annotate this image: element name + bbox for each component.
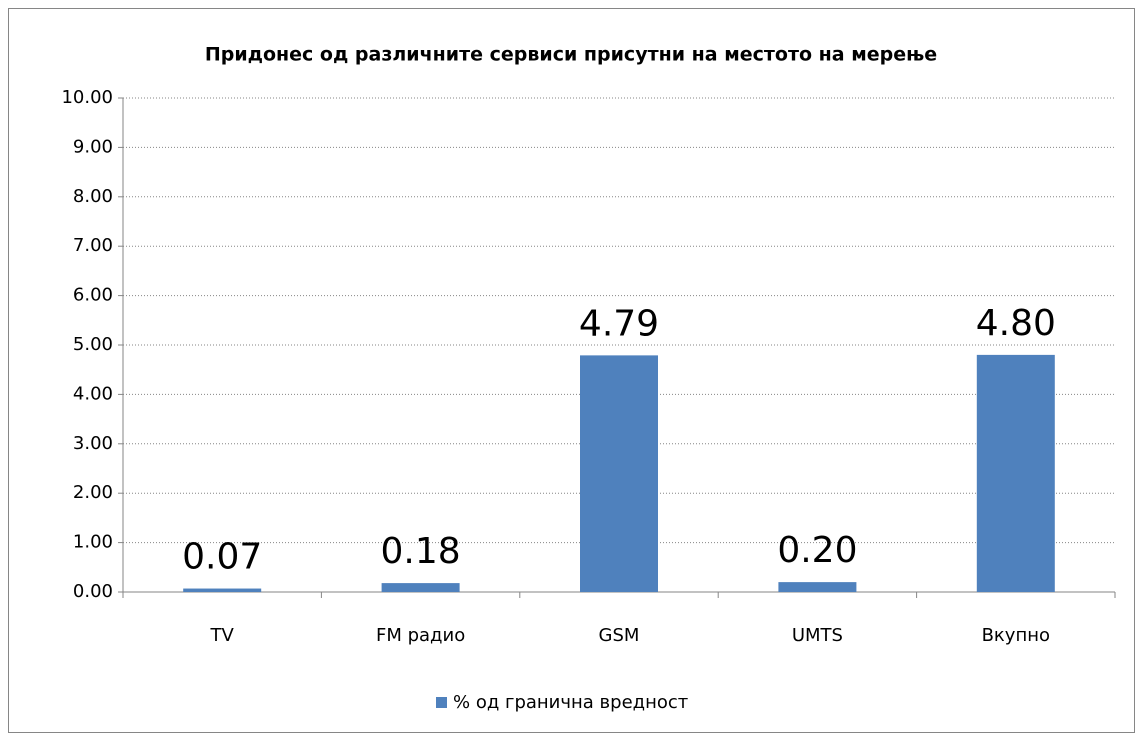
y-tick-label: 8.00 [73,186,113,207]
bar [580,355,658,592]
bar [778,582,857,592]
y-tick-label: 10.00 [61,87,113,108]
y-tick-label: 7.00 [73,235,113,256]
y-tick-label: 0.00 [73,581,113,602]
chart-title: Придонес од различните сервиси присутни … [205,44,937,66]
y-tick-label: 6.00 [73,285,113,306]
y-tick-label: 2.00 [73,482,113,503]
bar [381,583,460,592]
y-tick-label: 5.00 [73,334,113,355]
legend-swatch [436,697,447,708]
bar [183,588,262,592]
x-tick-label: GSM [599,625,640,646]
data-label: 4.80 [976,303,1056,344]
x-tick-label: UMTS [792,625,843,646]
x-tick-label: TV [210,625,235,646]
y-tick-label: 9.00 [73,136,113,157]
chart-border [8,8,1135,733]
data-label: 0.18 [381,531,461,572]
x-tick-label: FM радио [376,625,465,646]
bar [976,354,1055,592]
data-label: 0.07 [182,537,262,578]
x-tick-label: Вкупно [982,625,1050,646]
y-tick-label: 3.00 [73,433,113,454]
y-tick-label: 4.00 [73,383,113,404]
data-label: 4.79 [579,303,659,344]
data-label: 0.20 [777,530,857,571]
legend-label: % од гранична вредност [453,692,688,713]
y-tick-label: 1.00 [73,532,113,553]
